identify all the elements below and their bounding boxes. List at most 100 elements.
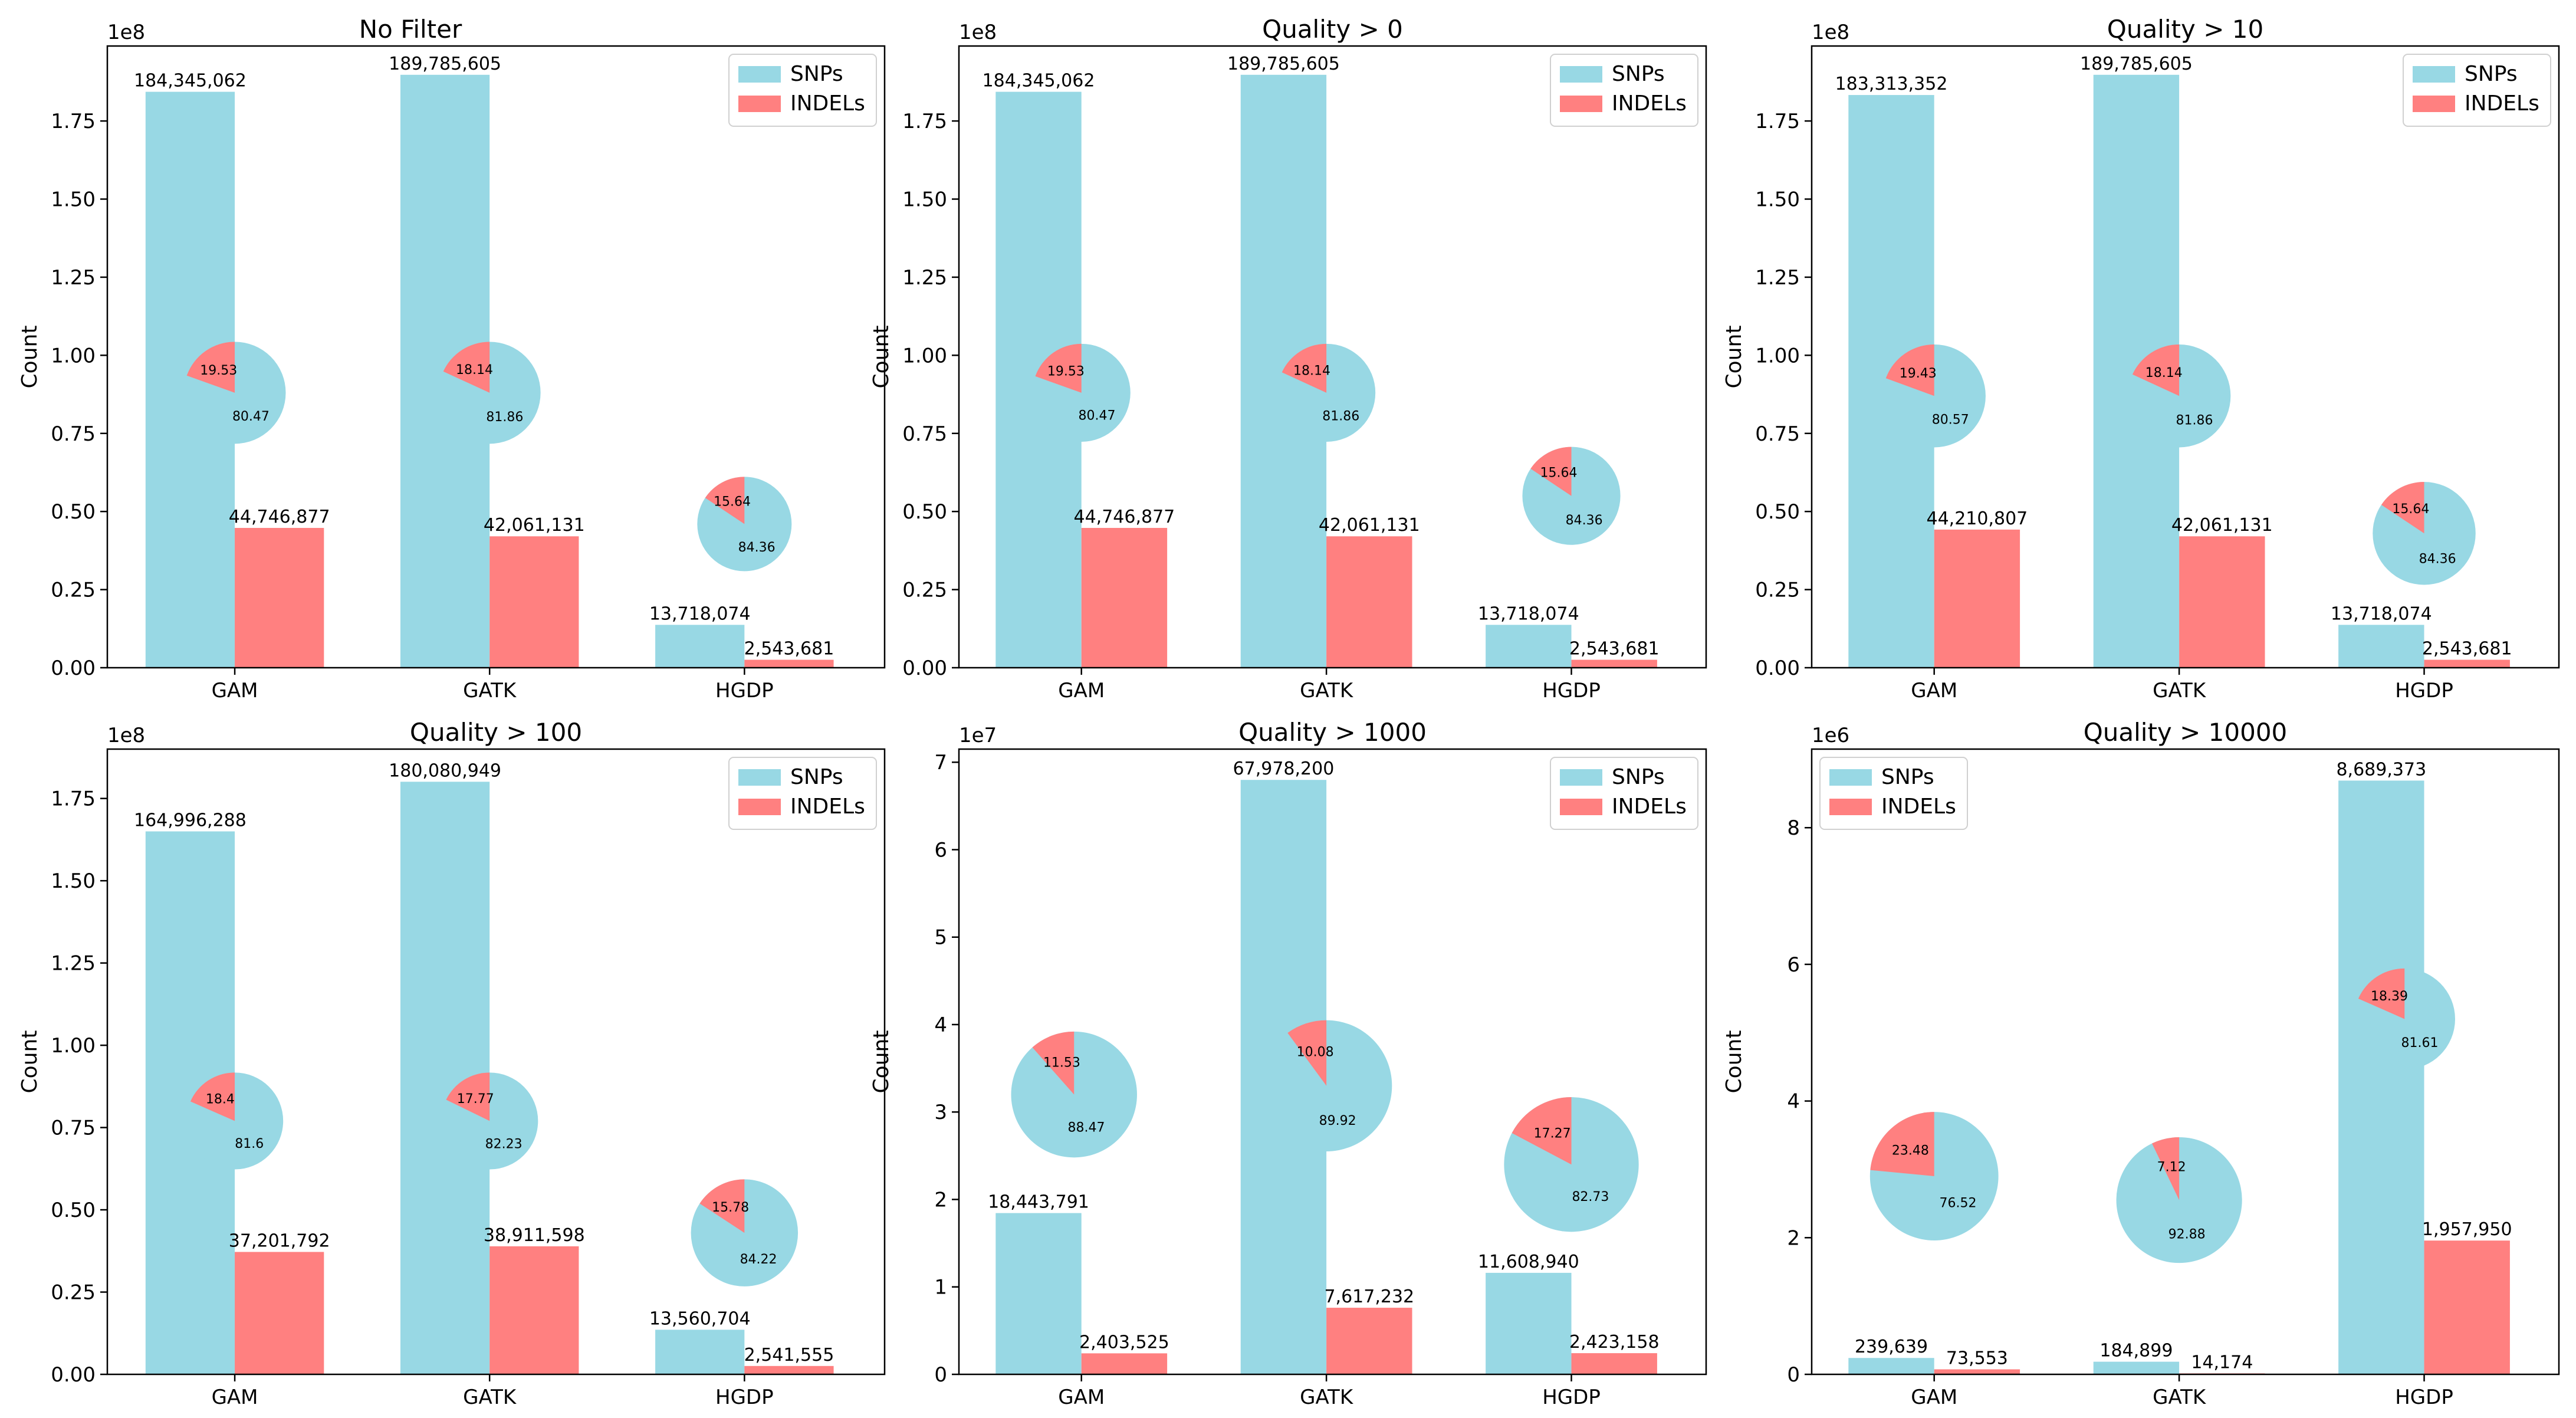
- legend: SNPs INDELs: [2403, 54, 2551, 127]
- x-tick-label: GAM: [1058, 679, 1105, 703]
- snp-bar-gam: [995, 1213, 1082, 1374]
- y-tick-label: 0.00: [51, 657, 96, 680]
- legend: SNPs INDELs: [728, 54, 877, 127]
- indel-legend-swatch: [2413, 96, 2455, 112]
- pie-indel-label: 18.39: [2371, 989, 2408, 1004]
- x-tick-label: HGDP: [2395, 679, 2453, 703]
- indel-bar-gatk: [489, 536, 579, 668]
- y-tick-label: 4: [934, 1013, 947, 1037]
- y-axis-label: Count: [869, 326, 893, 389]
- pie-chart-gam: 23.48 76.52: [1869, 1112, 1999, 1240]
- chart-panel-5: 18,443,791 67,978,200 11,608,940 2,403,525 7…: [869, 718, 1707, 1409]
- bar-value-label: 7,617,232: [1324, 1286, 1414, 1307]
- legend-label: INDELs: [790, 91, 865, 116]
- y-tick-label: 2: [1787, 1226, 1800, 1250]
- pie-slice-indel: [1530, 447, 1572, 496]
- bar-value-label: 184,345,062: [134, 71, 247, 91]
- pie-indel-label: 15.64: [714, 495, 751, 510]
- indel-bar-gam: [235, 527, 324, 668]
- snp-legend-swatch: [1829, 769, 1872, 786]
- axis-offset-label: 1e7: [959, 724, 997, 747]
- chart-title: Quality > 100: [410, 718, 582, 747]
- snp-bar-hgdp: [2338, 780, 2424, 1374]
- chart-panel-3: 183,313,352 189,785,605 13,718,074 44,210,8…: [1722, 15, 2560, 703]
- pie-chart-gam: 19.53 80.47: [1032, 343, 1131, 442]
- pie-indel-label: 17.27: [1534, 1126, 1571, 1141]
- bar-value-label: 2,403,525: [1079, 1332, 1169, 1353]
- pie-chart-hgdp: 18.39 81.61: [2354, 968, 2456, 1070]
- pie-slice-indel: [1885, 344, 1934, 396]
- x-tick-label: HGDP: [715, 679, 774, 703]
- pie-chart-gatk: 18.14 81.86: [1277, 343, 1376, 442]
- chart-title: No Filter: [359, 15, 462, 44]
- pie-slice-indel: [1032, 1031, 1075, 1095]
- x-tick-label: GATK: [1300, 679, 1354, 703]
- y-tick-label: 0.75: [1755, 422, 1800, 446]
- y-tick-label: 0.50: [902, 500, 947, 524]
- bar-value-label: 189,785,605: [2080, 54, 2193, 74]
- bar-value-label: 18,443,791: [988, 1192, 1089, 1213]
- indel-legend-swatch: [1560, 799, 1602, 815]
- x-tick-label: GATK: [2153, 679, 2207, 703]
- x-tick-label: GAM: [1911, 679, 1957, 703]
- indel-bar-hgdp: [744, 1366, 834, 1374]
- bar-value-label: 67,978,200: [1233, 759, 1335, 779]
- x-tick-label: GATK: [463, 1386, 517, 1409]
- indel-bar-gam: [1081, 527, 1168, 668]
- pie-chart-hgdp: 15.64 84.36: [2373, 482, 2476, 585]
- indel-bar-hgdp: [2424, 659, 2510, 668]
- y-tick-label: 1.25: [1755, 266, 1800, 290]
- bar-value-label: 2,543,681: [2422, 639, 2512, 659]
- pie-chart-gatk: 7.12 92.88: [2116, 1137, 2242, 1263]
- x-tick-label: GATK: [1300, 1386, 1354, 1409]
- axis-offset-label: 1e8: [107, 724, 145, 747]
- bar-value-label: 184,345,062: [983, 71, 1095, 91]
- indel-legend-swatch: [738, 96, 781, 112]
- snp-legend-swatch: [1560, 66, 1602, 83]
- legend-label: INDELs: [1881, 795, 1956, 819]
- indel-bar-hgdp: [2424, 1240, 2510, 1374]
- indel-bar-gatk: [489, 1246, 579, 1374]
- pie-snp-label: 82.23: [485, 1137, 523, 1152]
- pie-snp-label: 81.61: [2401, 1036, 2439, 1051]
- y-tick-label: 8: [1787, 816, 1800, 840]
- pie-snp-label: 81.86: [1322, 409, 1359, 424]
- legend-label: INDELs: [2465, 91, 2539, 116]
- x-tick-label: HGDP: [2395, 1386, 2453, 1409]
- y-tick-label: 0.25: [1755, 579, 1800, 602]
- bar-value-label: 2,541,555: [744, 1345, 834, 1366]
- legend-label: SNPs: [1612, 765, 1665, 789]
- bar-value-label: 8,689,373: [2336, 759, 2426, 780]
- pie-snp-label: 82.73: [1572, 1190, 1609, 1204]
- y-tick-label: 1.25: [51, 266, 96, 290]
- pie-slice-indel: [2358, 968, 2405, 1019]
- x-tick-label: GATK: [2153, 1386, 2207, 1409]
- snp-bar-hgdp: [655, 625, 745, 668]
- snp-bar-hgdp: [1486, 1272, 1572, 1374]
- pie-indel-label: 19.53: [200, 363, 237, 378]
- y-tick-label: 1.50: [902, 188, 947, 212]
- y-tick-label: 0.25: [902, 579, 947, 602]
- legend: SNPs INDELs: [728, 757, 877, 830]
- pie-chart-hgdp: 17.27 82.73: [1504, 1097, 1639, 1232]
- pie-indel-label: 19.43: [1900, 366, 1937, 381]
- y-tick-label: 1.00: [51, 344, 96, 367]
- axes-frame: [106, 748, 886, 1376]
- pie-indel-label: 17.77: [457, 1092, 494, 1107]
- y-tick-label: 1.75: [902, 110, 947, 133]
- pie-slice-indel: [1282, 343, 1327, 393]
- x-tick-label: GAM: [1058, 1386, 1105, 1409]
- indel-bar-gam: [1934, 529, 2020, 668]
- pie-slice-indel: [2152, 1137, 2180, 1200]
- y-tick-label: 1.00: [51, 1034, 96, 1058]
- bar-value-label: 44,210,807: [1927, 508, 2028, 529]
- pie-chart-gam: 18.4 81.6: [186, 1072, 284, 1170]
- bar-value-label: 11,608,940: [1478, 1252, 1579, 1272]
- indel-bar-gam: [235, 1252, 324, 1374]
- chart-title: Quality > 1000: [1238, 718, 1427, 747]
- indel-bar-gam: [1081, 1353, 1168, 1374]
- chart-panel-4: 164,996,288 180,080,949 13,560,704 37,201,7…: [18, 718, 886, 1409]
- pie-indel-label: 18.14: [1293, 363, 1330, 378]
- axis-offset-label: 1e8: [959, 21, 997, 44]
- chart-title: Quality > 10000: [2084, 718, 2288, 747]
